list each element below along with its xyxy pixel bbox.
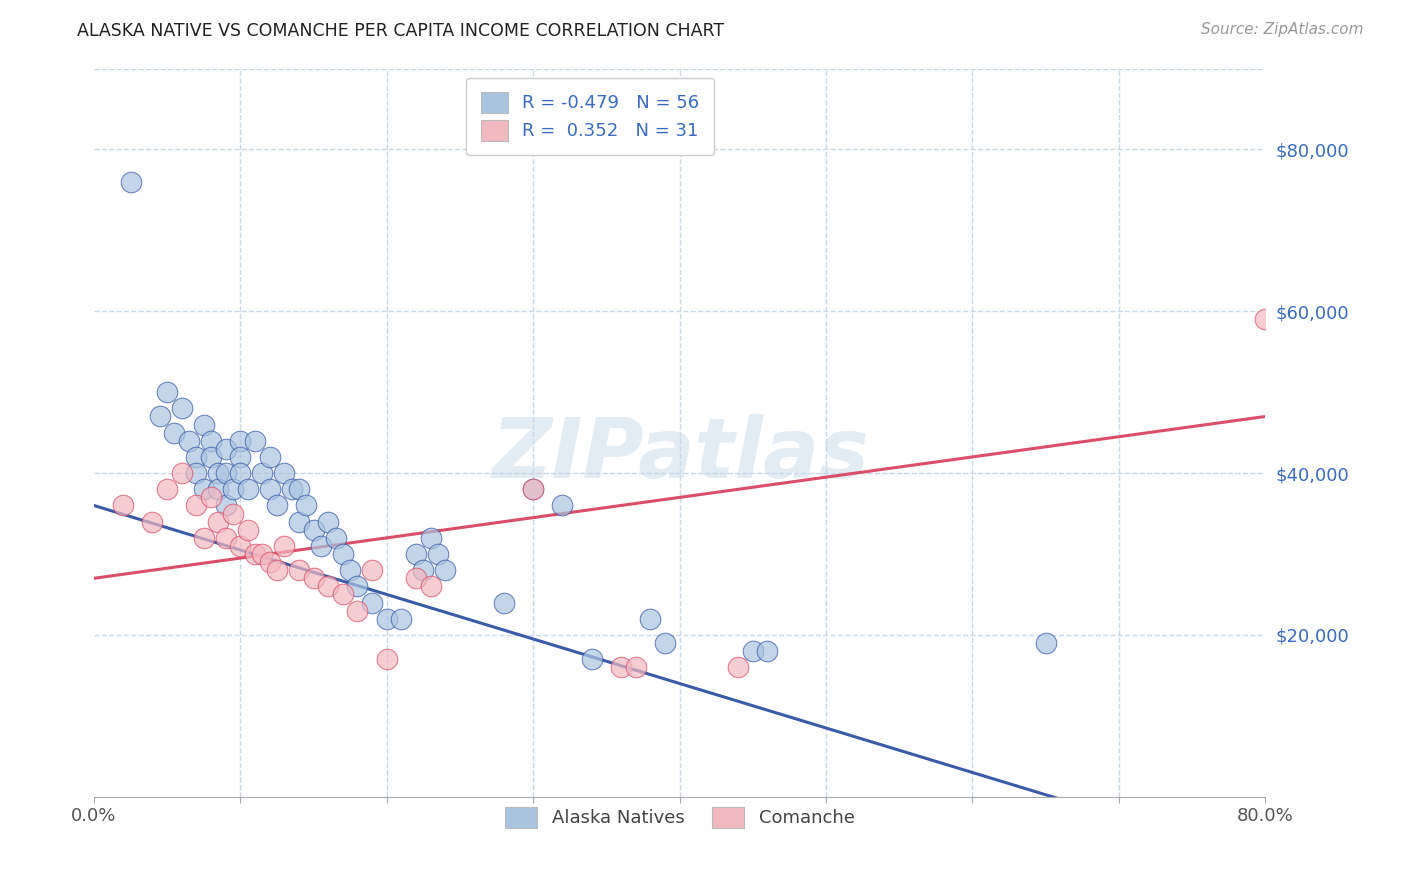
Point <box>215 531 238 545</box>
Point <box>361 596 384 610</box>
Point <box>316 515 339 529</box>
Point <box>1035 636 1057 650</box>
Point <box>207 483 229 497</box>
Point <box>288 483 311 497</box>
Point <box>259 450 281 464</box>
Point <box>522 483 544 497</box>
Point <box>280 483 302 497</box>
Point <box>288 515 311 529</box>
Point <box>222 507 245 521</box>
Point <box>332 547 354 561</box>
Point <box>229 466 252 480</box>
Point <box>193 531 215 545</box>
Point <box>309 539 332 553</box>
Point <box>654 636 676 650</box>
Point <box>391 612 413 626</box>
Point <box>302 571 325 585</box>
Point <box>156 483 179 497</box>
Point <box>405 547 427 561</box>
Point <box>243 547 266 561</box>
Point <box>193 417 215 432</box>
Point <box>346 604 368 618</box>
Point <box>193 483 215 497</box>
Point <box>727 660 749 674</box>
Point <box>419 531 441 545</box>
Point <box>215 442 238 456</box>
Point <box>419 579 441 593</box>
Text: ALASKA NATIVE VS COMANCHE PER CAPITA INCOME CORRELATION CHART: ALASKA NATIVE VS COMANCHE PER CAPITA INC… <box>77 22 724 40</box>
Point <box>1254 312 1277 326</box>
Text: ZIPatlas: ZIPatlas <box>491 414 869 495</box>
Point <box>756 644 779 658</box>
Point <box>141 515 163 529</box>
Point <box>186 499 208 513</box>
Point <box>375 652 398 666</box>
Point <box>186 466 208 480</box>
Point <box>200 450 222 464</box>
Point <box>492 596 515 610</box>
Point <box>434 563 457 577</box>
Point <box>273 539 295 553</box>
Point <box>222 483 245 497</box>
Point <box>200 491 222 505</box>
Point <box>207 466 229 480</box>
Legend: Alaska Natives, Comanche: Alaska Natives, Comanche <box>498 800 862 835</box>
Point <box>177 434 200 448</box>
Point <box>640 612 662 626</box>
Point <box>259 555 281 569</box>
Point <box>302 523 325 537</box>
Point <box>207 515 229 529</box>
Point <box>273 466 295 480</box>
Point <box>266 499 288 513</box>
Point <box>316 579 339 593</box>
Point <box>325 531 347 545</box>
Point <box>346 579 368 593</box>
Point <box>170 401 193 416</box>
Point <box>252 547 274 561</box>
Point <box>215 466 238 480</box>
Point <box>186 450 208 464</box>
Point <box>236 483 259 497</box>
Point <box>252 466 274 480</box>
Point <box>163 425 186 440</box>
Point <box>610 660 633 674</box>
Point <box>522 483 544 497</box>
Point <box>295 499 318 513</box>
Point <box>112 499 135 513</box>
Text: Source: ZipAtlas.com: Source: ZipAtlas.com <box>1201 22 1364 37</box>
Point <box>551 499 574 513</box>
Point <box>156 385 179 400</box>
Point <box>427 547 450 561</box>
Point <box>581 652 603 666</box>
Point <box>361 563 384 577</box>
Point <box>120 175 142 189</box>
Point <box>259 483 281 497</box>
Point <box>288 563 311 577</box>
Point <box>149 409 172 424</box>
Point <box>624 660 647 674</box>
Point <box>170 466 193 480</box>
Point <box>243 434 266 448</box>
Point <box>229 434 252 448</box>
Point <box>405 571 427 585</box>
Point <box>236 523 259 537</box>
Point <box>215 499 238 513</box>
Point <box>229 450 252 464</box>
Point <box>339 563 361 577</box>
Point <box>412 563 434 577</box>
Point <box>200 434 222 448</box>
Point <box>375 612 398 626</box>
Point <box>741 644 763 658</box>
Point <box>229 539 252 553</box>
Point <box>266 563 288 577</box>
Point <box>332 587 354 601</box>
